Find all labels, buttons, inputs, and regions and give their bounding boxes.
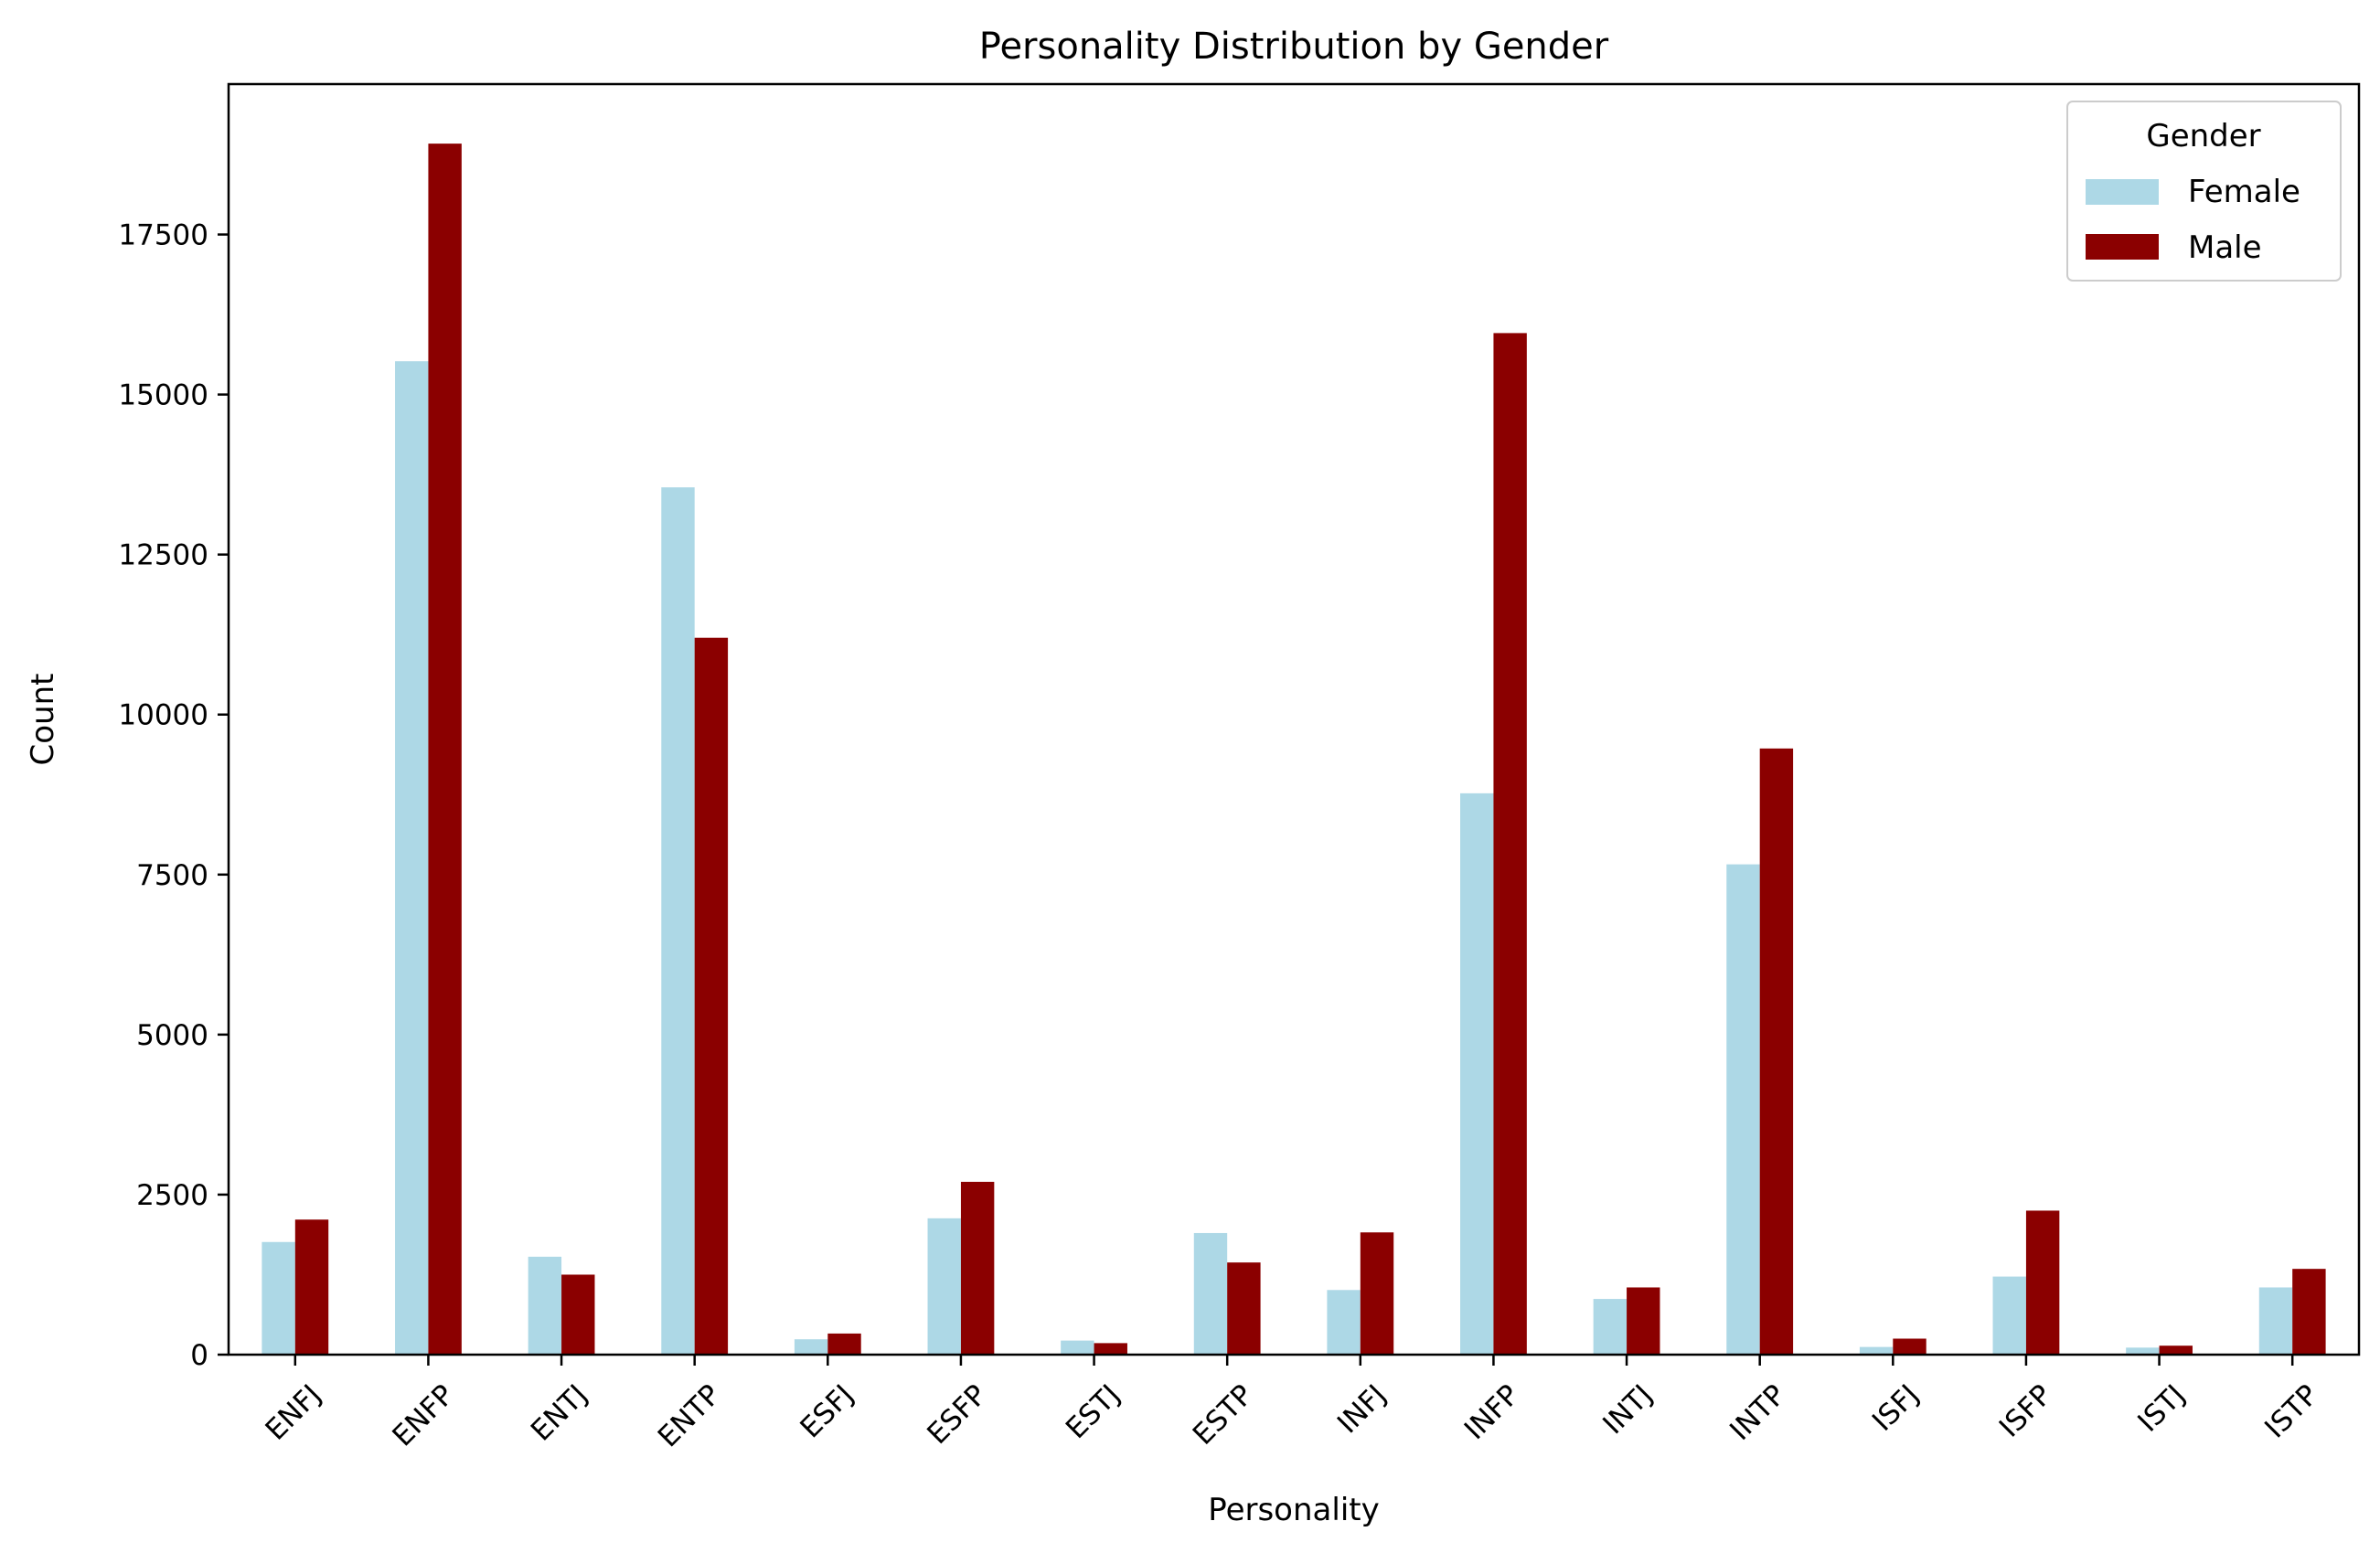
x-tick-label-intp: INTP — [1724, 1378, 1792, 1447]
bar-female-istp — [2258, 1287, 2293, 1355]
bar-male-infp — [1493, 333, 1527, 1356]
bar-male-infj — [1360, 1232, 1394, 1355]
bar-male-enfj — [294, 1219, 329, 1355]
bar-male-intp — [1759, 748, 1794, 1355]
x-axis-ticks: ENFJ ENFP ENTJ ENTP ESFJ ESFP ESTJ ESTP INFJ INFP… — [260, 1355, 2325, 1453]
bar-male-isfj — [1893, 1338, 1926, 1355]
chart-title: Personality Distribution by Gender — [979, 26, 1609, 68]
bar-female-enfj — [261, 1241, 295, 1355]
bar-female-istj — [2126, 1347, 2160, 1355]
x-tick-label-enfj: ENFJ — [260, 1378, 328, 1447]
x-tick-label-estp: ESTP — [1187, 1378, 1260, 1452]
legend-swatch-female — [2086, 179, 2159, 205]
legend-title: Gender — [2146, 118, 2260, 154]
bar-female-esfj — [794, 1339, 828, 1355]
bar-female-isfp — [1992, 1276, 2026, 1355]
x-tick-label-enfp: ENFP — [386, 1378, 461, 1453]
bar-female-isfj — [1859, 1346, 1894, 1355]
bar-male-esfp — [960, 1181, 995, 1355]
x-tick-label-entj: ENTJ — [525, 1378, 594, 1448]
y-axis-ticks: 0 2500 5000 7500 10000 12500 15000 17500 — [118, 219, 229, 1372]
bar-female-entj — [528, 1256, 562, 1355]
plot-frame — [227, 82, 2361, 1356]
y-tick-label: 17500 — [118, 219, 208, 252]
y-tick-label: 7500 — [136, 859, 208, 892]
bar-male-istp — [2292, 1269, 2326, 1355]
bar-female-entp — [661, 487, 695, 1355]
x-tick-label-esfj: ESFJ — [795, 1378, 860, 1444]
legend-swatch-male — [2086, 234, 2159, 260]
bar-male-istj — [2159, 1346, 2193, 1355]
y-tick-label: 2500 — [136, 1179, 208, 1212]
x-axis-label: Personality — [1208, 1492, 1379, 1528]
x-tick-label-isfj: ISFJ — [1866, 1378, 1926, 1438]
bar-male-entp — [694, 637, 729, 1355]
bar-female-infj — [1327, 1290, 1361, 1355]
bar-female-estj — [1061, 1340, 1094, 1355]
x-tick-label-istj: ISTJ — [2131, 1378, 2192, 1439]
x-tick-label-infp: INFP — [1458, 1378, 1526, 1446]
bar-male-estp — [1227, 1262, 1261, 1355]
bar-male-estj — [1094, 1343, 1127, 1355]
bars-group — [261, 144, 2326, 1356]
bar-male-intj — [1627, 1287, 1660, 1355]
x-tick-label-entp: ENTP — [652, 1378, 727, 1453]
legend-label-female: Female — [2188, 174, 2300, 210]
y-tick-label: 15000 — [118, 379, 208, 412]
bar-female-intj — [1593, 1299, 1628, 1355]
bar-female-infp — [1460, 792, 1494, 1355]
x-tick-label-estj: ESTJ — [1060, 1378, 1126, 1445]
x-tick-label-isfp: ISFP — [1993, 1378, 2059, 1444]
bar-male-entj — [561, 1274, 595, 1355]
bar-male-isfp — [2025, 1210, 2060, 1355]
bar-female-esfp — [927, 1218, 961, 1355]
x-tick-label-infj: INFJ — [1331, 1378, 1393, 1440]
bar-male-esfj — [827, 1333, 861, 1355]
y-tick-label: 12500 — [118, 539, 208, 572]
bar-female-enfp — [395, 361, 429, 1355]
x-tick-label-intj: INTJ — [1596, 1378, 1659, 1441]
legend-label-male: Male — [2188, 229, 2262, 266]
y-tick-label: 10000 — [118, 699, 208, 732]
x-tick-label-istp: ISTP — [2258, 1378, 2324, 1444]
x-tick-label-esfp: ESFP — [921, 1378, 993, 1451]
y-tick-label: 5000 — [136, 1019, 208, 1052]
legend: Gender Female Male — [2066, 101, 2342, 282]
bar-female-intp — [1726, 864, 1760, 1355]
bar-male-enfp — [428, 144, 462, 1356]
bar-female-estp — [1193, 1232, 1228, 1355]
y-axis-label: Count — [25, 674, 61, 766]
y-tick-label: 0 — [190, 1339, 208, 1372]
